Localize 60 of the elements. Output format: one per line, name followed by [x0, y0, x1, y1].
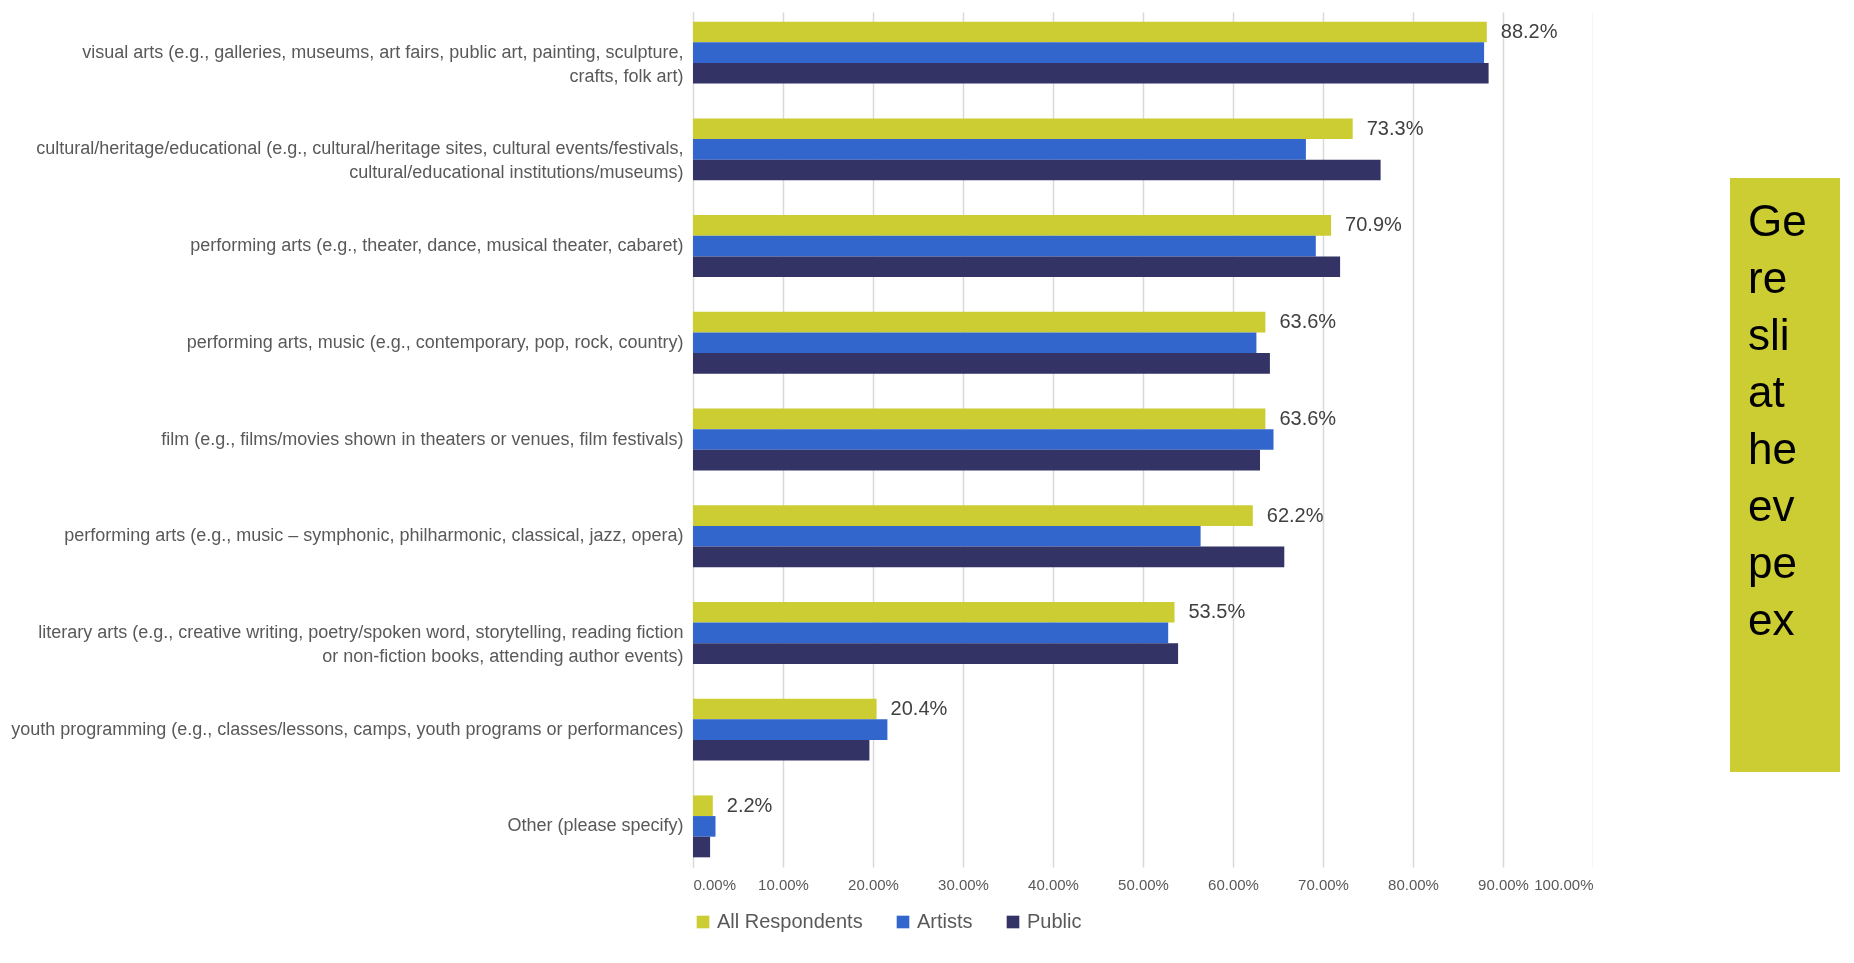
- bar: [693, 235, 1316, 257]
- y-tick-label: literary arts (e.g., creative writing, poetry/spoken word, storytelling, reading fiction or non-fiction books, attending author events): [38, 621, 684, 666]
- bar: [693, 21, 1487, 43]
- x-tick-label: 0.00%: [693, 875, 737, 893]
- data-label: 63.6%: [1279, 310, 1337, 333]
- x-tick-label: 60.00%: [1208, 875, 1259, 893]
- bar: [693, 332, 1257, 354]
- bar: [693, 525, 1201, 547]
- bar: [693, 118, 1353, 140]
- x-tick-label: 40.00%: [1028, 875, 1079, 893]
- y-tick-label: youth programming (e.g., classes/lessons, camps, youth programs or performances): [11, 718, 684, 739]
- data-label: 70.9%: [1345, 213, 1403, 236]
- x-tick-label: 90.00%: [1478, 875, 1529, 893]
- x-tick-label: 20.00%: [848, 875, 899, 893]
- data-label: 63.6%: [1279, 406, 1337, 429]
- bar: [693, 505, 1253, 526]
- bar: [693, 215, 1332, 236]
- data-label: 62.2%: [1266, 503, 1324, 526]
- bar: [693, 353, 1270, 374]
- x-tick-label: 80.00%: [1388, 875, 1439, 893]
- y-tick-label: Other (please specify): [507, 815, 684, 836]
- y-tick-label: film (e.g., films/movies shown in theaters or venues, film festivals): [161, 428, 684, 449]
- text: Ge re sli at he ev pe ex: [1730, 178, 1840, 772]
- bar: [693, 601, 1175, 623]
- legend-label: Artists: [917, 910, 973, 932]
- data-label: 2.2%: [726, 793, 773, 816]
- bar: [693, 719, 888, 740]
- data-label: 53.5%: [1188, 600, 1246, 623]
- bar: [693, 622, 1169, 644]
- legend-label: All Respondents: [717, 910, 863, 932]
- bar: [693, 62, 1489, 84]
- data-label: 73.3%: [1366, 116, 1424, 139]
- bar: [693, 449, 1260, 471]
- bar: [693, 408, 1266, 430]
- bar: [693, 429, 1274, 450]
- bar: [693, 698, 877, 720]
- bar: [693, 816, 716, 837]
- y-tick-label: performing arts (e.g., music – symphonic, philharmonic, classical, jazz, opera): [64, 525, 684, 546]
- bar: [693, 546, 1285, 568]
- y-tick-label: visual arts (e.g., galleries, museums, art fairs, public art, painting, sculpture, crafts, folk art): [82, 41, 684, 86]
- y-tick-label: performing arts (e.g., theater, dance, musical theater, cabaret): [190, 235, 684, 256]
- bar: [693, 795, 713, 817]
- y-tick-label: cultural/heritage/educational (e.g., cultural/heritage sites, cultural events/festivals, cultural/educational institutions/museums): [36, 138, 684, 183]
- bar: [693, 836, 711, 858]
- bar: [693, 311, 1266, 333]
- x-tick-label: 30.00%: [938, 875, 989, 893]
- y-tick-label: performing arts, music (e.g., contemporary, pop, rock, country): [186, 331, 684, 352]
- x-tick-label: 50.00%: [1118, 875, 1169, 893]
- bar: [693, 739, 870, 761]
- bar: [693, 643, 1179, 664]
- bar: [693, 159, 1381, 181]
- x-tick-label: 70.00%: [1298, 875, 1349, 893]
- legend-label: Public: [1027, 910, 1082, 932]
- bar: [693, 139, 1306, 160]
- x-tick-label: 100.00%: [1534, 875, 1594, 893]
- data-label: 20.4%: [890, 697, 948, 720]
- bar: [693, 42, 1485, 63]
- bar: [693, 256, 1341, 278]
- data-label: 88.2%: [1500, 19, 1558, 42]
- x-tick-label: 10.00%: [758, 875, 809, 893]
